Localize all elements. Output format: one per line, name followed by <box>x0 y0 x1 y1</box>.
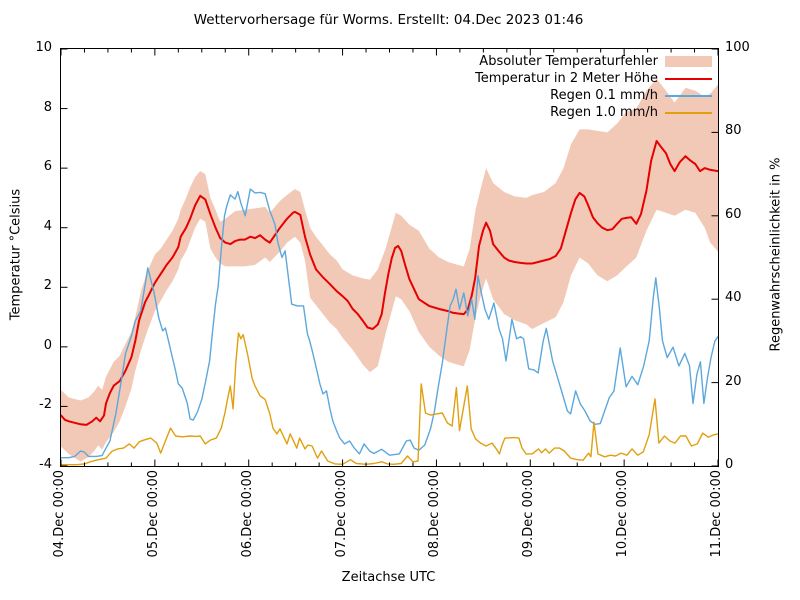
legend-item: Regen 0.1 mm/h <box>475 87 712 104</box>
x-tick-label: 05.Dec 00:00 <box>145 470 161 558</box>
y-left-tick-label: 4 <box>43 218 52 234</box>
x-tick-label: 08.Dec 00:00 <box>427 470 443 558</box>
y-right-tick-label: 100 <box>725 40 750 55</box>
y-right-tick-label: 0 <box>725 457 734 472</box>
legend: Absoluter Temperaturfehler Temperatur in … <box>475 53 712 121</box>
legend-item-label: Regen 1.0 mm/h <box>550 105 658 120</box>
y-axis-label-left: Temperatur °Celsius <box>8 188 24 321</box>
chart-canvas <box>61 49 718 466</box>
y-right-tick-label: 40 <box>725 290 742 306</box>
x-tick-label: 04.Dec 00:00 <box>52 470 67 558</box>
y-right-tick-label: 20 <box>725 373 742 389</box>
legend-line-swatch <box>665 77 712 80</box>
y-left-tick-label: 6 <box>43 159 52 175</box>
x-tick-label: 11.Dec 00:00 <box>709 470 724 558</box>
y-left-tick-label: 2 <box>43 278 52 294</box>
legend-item: Temperatur in 2 Meter Höhe <box>475 70 712 87</box>
legend-item: Absoluter Temperaturfehler <box>475 53 712 70</box>
legend-item: Regen 1.0 mm/h <box>475 104 712 121</box>
y-axis-label-right: Regenwahrscheinlichkeit in % <box>768 157 784 352</box>
series-line-regen-1-0-mm-h <box>61 332 718 466</box>
legend-item-label: Regen 0.1 mm/h <box>550 88 658 103</box>
legend-line-swatch <box>665 111 712 114</box>
legend-band-swatch <box>665 56 712 67</box>
y-right-tick-label: 80 <box>725 123 742 139</box>
x-tick-label: 10.Dec 00:00 <box>615 470 631 558</box>
series-line-temperatur-in-2-meter-h-he <box>61 140 718 426</box>
x-tick-label: 06.Dec 00:00 <box>239 470 255 558</box>
y-right-tick-label: 60 <box>725 206 742 222</box>
y-left-tick-label: 0 <box>43 337 52 353</box>
legend-line-swatch <box>665 94 712 97</box>
plot-area <box>60 48 719 467</box>
y-left-tick-label: 8 <box>43 99 52 115</box>
x-tick-label: 07.Dec 00:00 <box>333 470 349 558</box>
x-axis-label: Zeitachse UTC <box>341 570 436 585</box>
legend-item-label: Temperatur in 2 Meter Höhe <box>475 71 658 86</box>
y-left-tick-label: 10 <box>35 40 52 55</box>
x-tick-label: 09.Dec 00:00 <box>521 470 537 558</box>
y-left-tick-label: -4 <box>39 457 52 472</box>
legend-item-label: Absoluter Temperaturfehler <box>479 54 658 69</box>
series-line-regen-0-1-mm-h <box>61 188 718 459</box>
y-left-tick-label: -2 <box>39 397 52 413</box>
chart-title: Wettervorhersage für Worms. Erstellt: 04… <box>193 12 584 28</box>
